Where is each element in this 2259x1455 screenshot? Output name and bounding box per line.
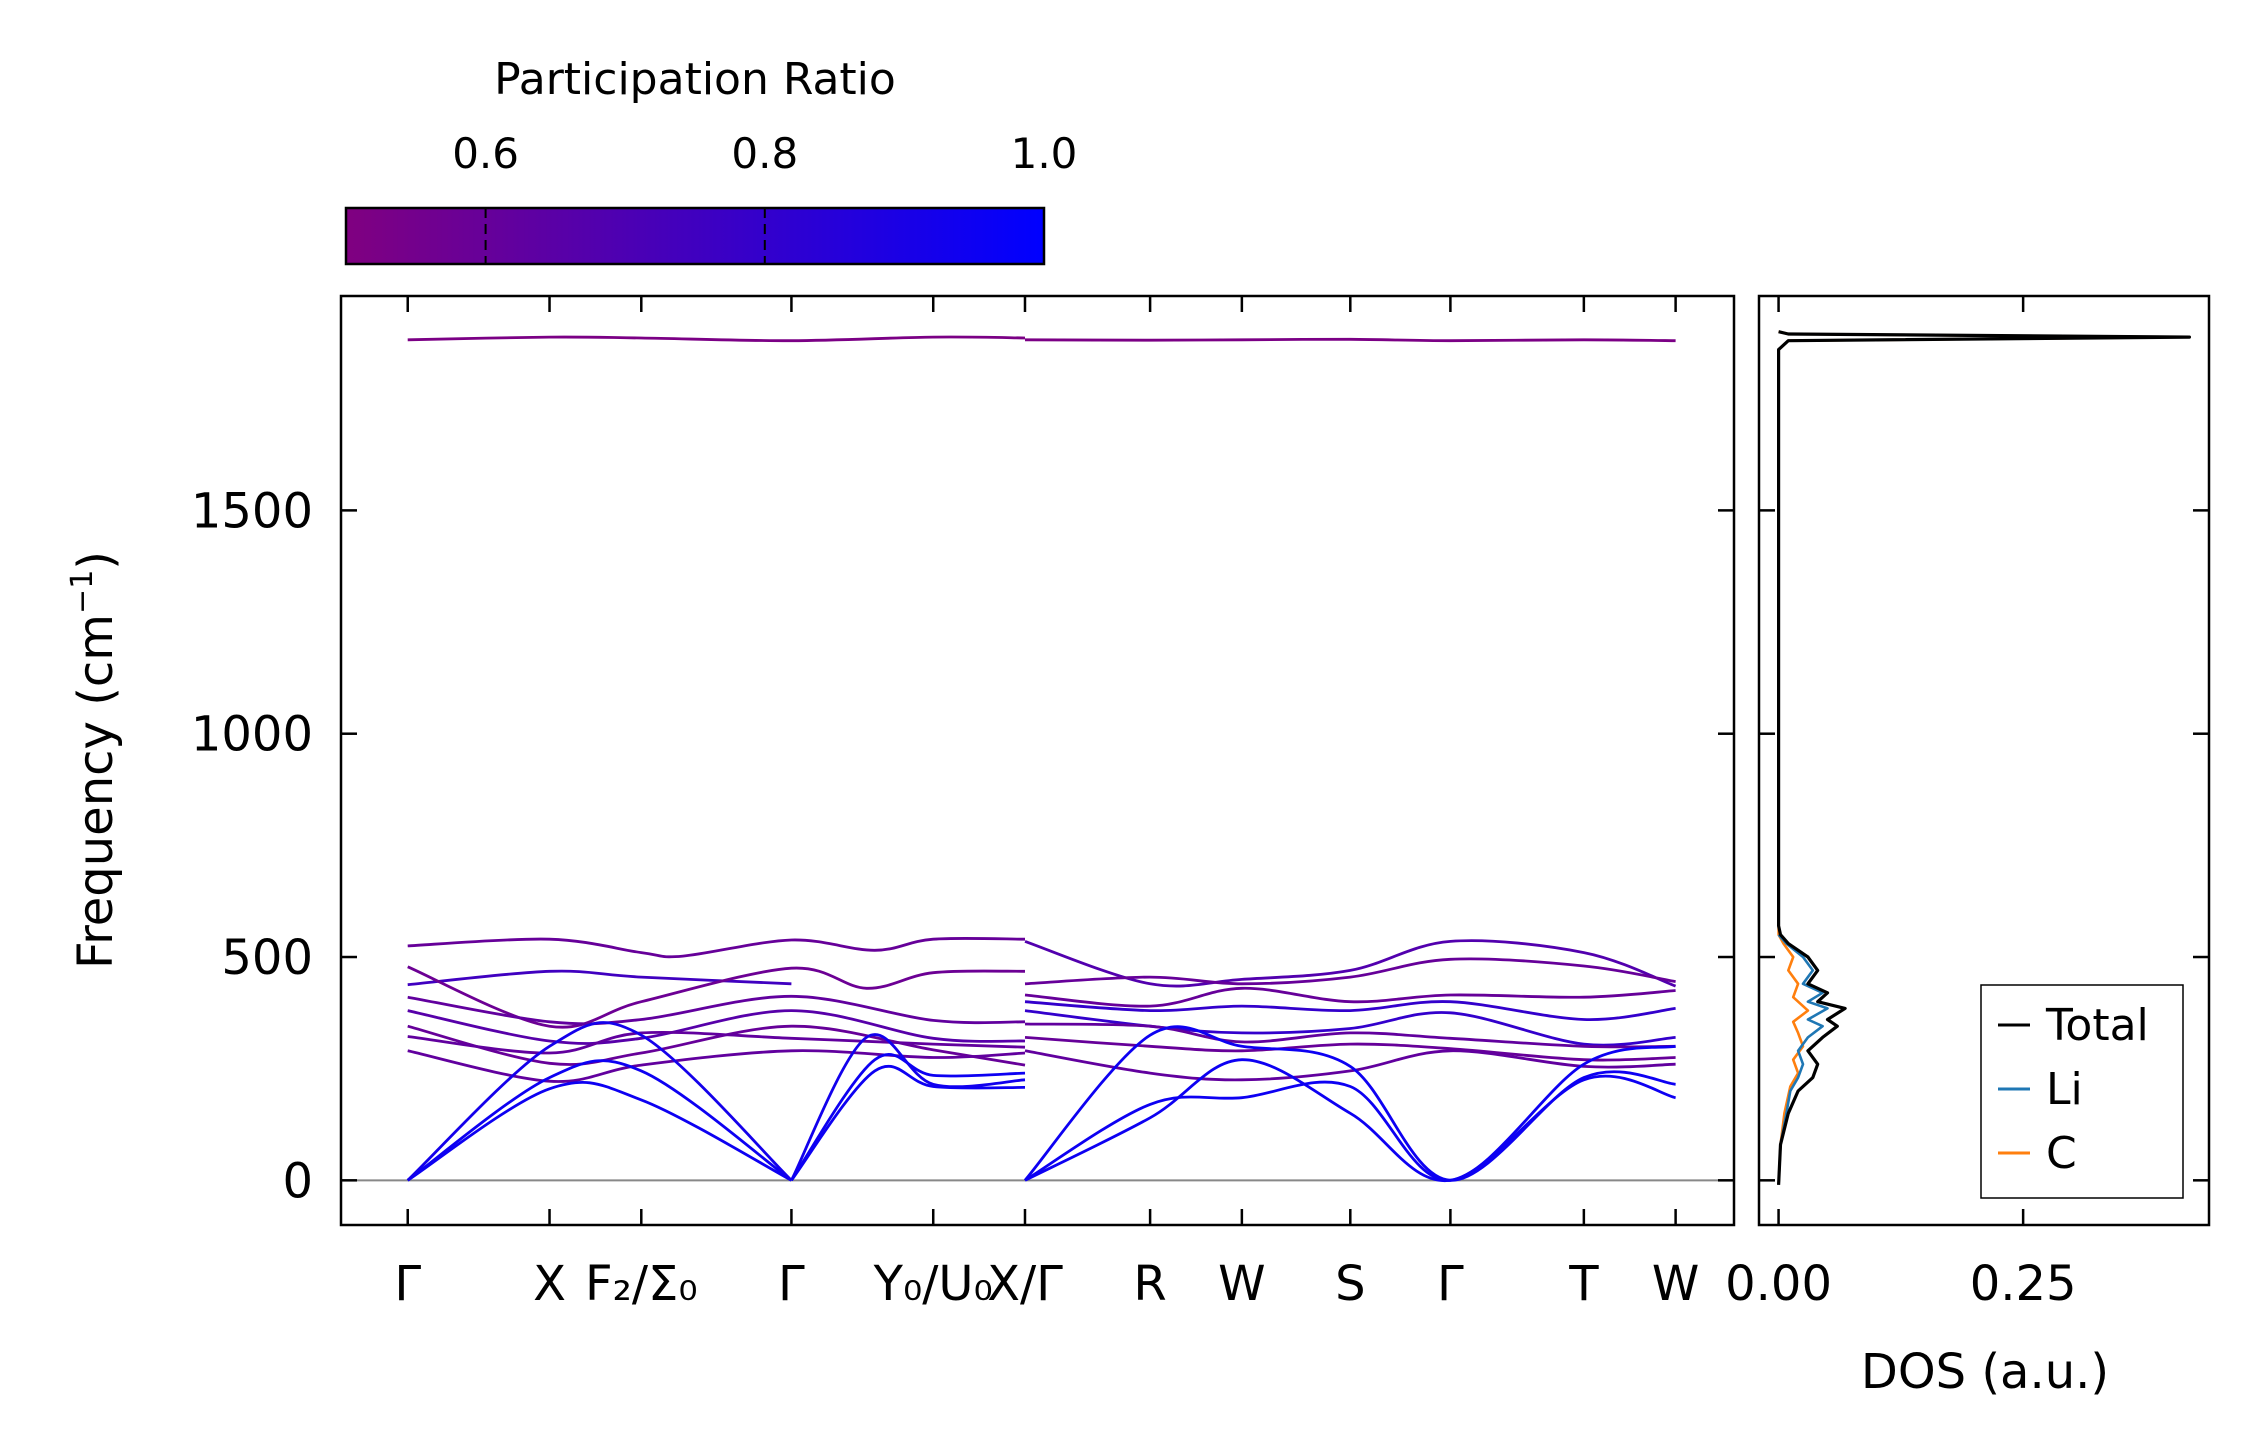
kpath-tick-label: X [533, 1256, 566, 1312]
kpath-tick-label: W [1652, 1256, 1699, 1312]
colorbar-tick-label: 0.8 [731, 129, 798, 178]
legend-frame [1980, 984, 2184, 1199]
phonon-band [407, 1009, 1026, 1045]
dos-line-li [1777, 933, 1829, 1185]
phonon-band [1024, 1044, 1676, 1182]
kpath-tick-label: Γ [394, 1256, 421, 1312]
kpath-tick-label: S [1335, 1256, 1365, 1312]
phonon-band [1024, 1036, 1676, 1062]
kpath-tick-label: W [1218, 1256, 1265, 1312]
legend-label-total: Total [2045, 1000, 2149, 1051]
dos-lines [1777, 330, 2191, 1185]
colorbar-label: Participation Ratio [494, 54, 896, 105]
phonon-bands [406, 335, 1677, 1182]
phonon-band [1024, 337, 1676, 343]
legend-items: Total Li C [1998, 1000, 2149, 1179]
phonon-band [407, 965, 1026, 1029]
phonon-band [1024, 1022, 1676, 1049]
colorbar-tick-label: 1.0 [1011, 129, 1078, 178]
dos-x-axis-label: DOS (a.u.) [1861, 1344, 2109, 1400]
kpath-tick-label: T [1568, 1256, 1599, 1312]
kpath-tick-label: F₂/Σ₀ [585, 1256, 698, 1312]
kpath-tick-label: X/Γ [987, 1256, 1063, 1312]
colorbar: Participation Ratio 0.6 0.8 1.0 [344, 54, 1077, 266]
phonon-band [406, 1059, 793, 1182]
dos-line-total [1777, 330, 2191, 1185]
phonon-band [1024, 1000, 1676, 1021]
dos-panel-frame [1757, 294, 2211, 1227]
phonon-band [790, 1053, 1026, 1182]
colorbar-gradient [344, 206, 1046, 266]
dos-panel: 0.00 0.25 DOS (a.u.) Total Li C [1725, 294, 2211, 1400]
phonon-band [1024, 1058, 1676, 1182]
y-tick-label: 0 [282, 1153, 313, 1209]
band-panel-frame [339, 294, 1736, 1227]
phonon-band [407, 936, 1026, 959]
y-axis-ticks: 0 500 1000 1500 [191, 483, 1734, 1209]
legend-label-c: C [2046, 1128, 2077, 1179]
colorbar-tick-label: 0.6 [452, 129, 519, 178]
kpath-ticks: Γ X F₂/Σ₀ Γ Y₀/U₀X/Γ R W S Γ T W [394, 296, 1699, 1312]
phonon-band [1023, 1025, 1676, 1182]
colorbar-ticks: 0.6 0.8 1.0 [452, 129, 1077, 264]
dos-x-tick-label: 0.00 [1725, 1256, 1832, 1312]
phonon-band [406, 1081, 793, 1182]
y-axis-label: Frequency (cm−1) [65, 551, 124, 969]
dos-legend: Total Li C [1980, 984, 2184, 1199]
dos-x-ticks: 0.00 0.25 [1725, 296, 2077, 1312]
phonon-band [1024, 957, 1676, 986]
dos-y-ticks [1759, 509, 2209, 1182]
phonon-band [1024, 1009, 1676, 1047]
phonon-band [407, 994, 1026, 1026]
phonon-band [407, 1024, 1026, 1067]
kpath-tick-label: R [1133, 1256, 1166, 1312]
phonon-band [407, 1049, 1026, 1083]
y-tick-label: 500 [221, 930, 313, 986]
y-tick-label: 1000 [191, 707, 313, 763]
phonon-band [406, 1021, 793, 1182]
phonon-band [407, 969, 792, 987]
phonon-band [1024, 1049, 1676, 1082]
dos-x-tick-label: 0.25 [1970, 1256, 2077, 1312]
phonon-band [1024, 986, 1676, 1008]
phonon-band [407, 1030, 1026, 1055]
y-axis-label-main: Frequency (cm [68, 614, 124, 969]
phonon-band [790, 1064, 1026, 1182]
kpath-tick-label: Γ [1437, 1256, 1464, 1312]
legend-label-li: Li [2046, 1064, 2083, 1115]
phonon-band [1024, 939, 1677, 988]
kpath-tick-label: Y₀/U₀ [873, 1256, 993, 1312]
y-axis-label-sup: −1 [65, 570, 100, 614]
kpath-tick-label: Γ [778, 1256, 805, 1312]
phonon-band [407, 335, 1026, 343]
y-axis-label-close: ) [68, 551, 124, 570]
y-tick-label: 1500 [191, 483, 313, 539]
phonon-band [790, 1033, 1026, 1181]
